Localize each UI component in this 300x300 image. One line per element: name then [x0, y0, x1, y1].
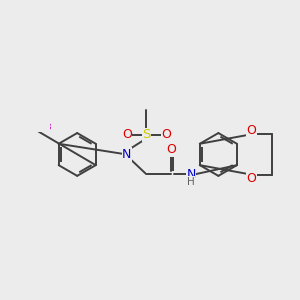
Bar	[28, 117, 50, 132]
Text: O: O	[247, 172, 256, 185]
Text: O: O	[122, 128, 132, 141]
Text: 3: 3	[45, 123, 50, 132]
Text: O: O	[167, 143, 176, 156]
Text: CF: CF	[32, 120, 46, 130]
Text: N: N	[186, 168, 196, 181]
Text: 3: 3	[45, 123, 50, 132]
Text: N: N	[122, 148, 131, 161]
Text: N: N	[122, 148, 131, 161]
Text: O: O	[247, 124, 256, 136]
Text: O: O	[122, 128, 132, 141]
Text: CF: CF	[32, 120, 46, 130]
Text: O: O	[247, 124, 256, 136]
Text: O: O	[161, 128, 171, 141]
Text: O: O	[167, 143, 176, 156]
Text: H: H	[187, 176, 195, 187]
Text: H: H	[187, 176, 195, 187]
Text: O: O	[247, 172, 256, 185]
Text: S: S	[142, 128, 151, 141]
Text: S: S	[142, 128, 151, 141]
Text: O: O	[161, 128, 171, 141]
Text: N: N	[186, 168, 196, 181]
